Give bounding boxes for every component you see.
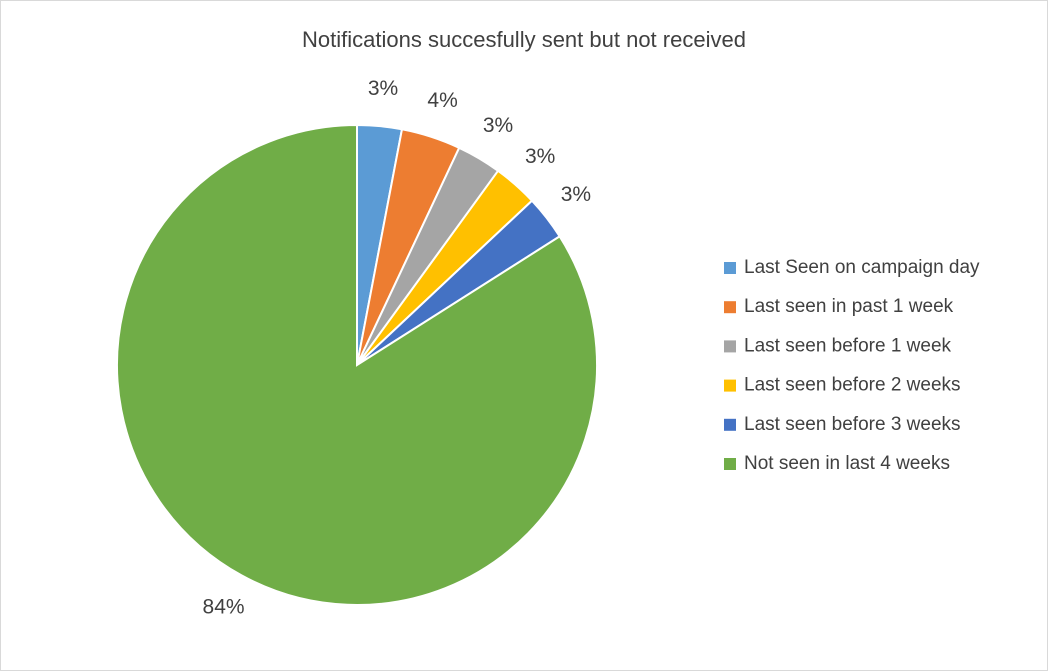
data-label: 3% xyxy=(561,183,591,206)
data-label: 3% xyxy=(368,77,398,100)
legend-swatch xyxy=(724,301,736,314)
legend-swatch xyxy=(724,379,736,392)
legend-swatch xyxy=(724,340,736,353)
legend-label: Not seen in last 4 weeks xyxy=(744,453,950,474)
legend-label: Last seen in past 1 week xyxy=(744,296,954,317)
legend-label: Last seen before 2 weeks xyxy=(744,375,961,396)
data-label: 3% xyxy=(525,145,555,168)
legend-swatch xyxy=(724,262,736,274)
legend-swatch xyxy=(724,418,736,431)
legend-swatch xyxy=(724,458,736,470)
legend-label: Last seen before 3 weeks xyxy=(744,414,961,435)
data-label: 84% xyxy=(203,595,245,618)
data-label: 3% xyxy=(483,114,513,137)
pie-slice xyxy=(116,123,598,606)
legend-label: Last seen before 1 week xyxy=(744,335,952,356)
legend-label: Last Seen on campaign day xyxy=(744,257,980,278)
chart-title: Notifications succesfully sent but not r… xyxy=(302,27,746,52)
data-label: 4% xyxy=(427,89,457,112)
